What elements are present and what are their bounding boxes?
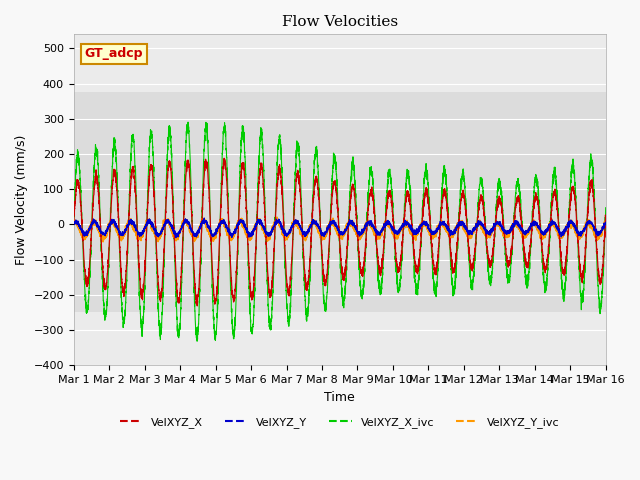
VelXYZ_X_ivc [508,255,515,261]
VelXYZ_Y [70,222,77,228]
Line: VelXYZ_X: VelXYZ_X [74,158,605,306]
VelXYZ_Y [273,219,281,225]
VelXYZ_X [467,266,475,272]
VelXYZ_Y [166,221,174,227]
VelXYZ_X_ivc [389,208,397,214]
VelXYZ_X [273,182,281,188]
VelXYZ_X_ivc [467,279,475,285]
VelXYZ_Y [200,215,208,221]
VelXYZ_Y_ivc [70,220,77,226]
VelXYZ_Y [389,226,397,232]
Title: Flow Velocities: Flow Velocities [282,15,398,29]
VelXYZ_X_ivc [602,205,609,211]
VelXYZ_X_ivc [273,162,281,168]
VelXYZ_X [193,303,201,309]
VelXYZ_Y_ivc [273,220,281,226]
VelXYZ_Y_ivc [467,234,475,240]
VelXYZ_X [166,162,174,168]
Y-axis label: Flow Velocity (mm/s): Flow Velocity (mm/s) [15,134,28,265]
Line: VelXYZ_X_ivc: VelXYZ_X_ivc [74,122,605,341]
VelXYZ_X_ivc [193,338,201,344]
VelXYZ_X_ivc [184,119,192,125]
X-axis label: Time: Time [324,391,355,404]
VelXYZ_Y [172,235,180,240]
VelXYZ_Y_ivc [166,224,174,230]
VelXYZ_X_ivc [70,215,77,221]
VelXYZ_Y_ivc [389,229,397,235]
VelXYZ_X [416,248,424,253]
VelXYZ_X_ivc [416,263,424,269]
VelXYZ_Y_ivc [416,225,424,230]
Bar [74,93,605,312]
VelXYZ_X [389,218,397,224]
VelXYZ_Y_ivc [99,239,107,245]
VelXYZ_X [602,216,609,221]
VelXYZ_X [70,218,77,224]
VelXYZ_Y_ivc [508,226,515,231]
VelXYZ_X_ivc [166,126,174,132]
VelXYZ_Y [602,220,609,226]
Line: VelXYZ_Y_ivc: VelXYZ_Y_ivc [74,217,605,242]
VelXYZ_Y_ivc [273,214,281,220]
VelXYZ_X [508,246,515,252]
Line: VelXYZ_Y: VelXYZ_Y [74,218,605,238]
VelXYZ_Y [416,225,424,231]
VelXYZ_X [220,156,228,161]
VelXYZ_Y [467,228,475,234]
VelXYZ_Y_ivc [602,222,609,228]
Legend: VelXYZ_X, VelXYZ_Y, VelXYZ_X_ivc, VelXYZ_Y_ivc: VelXYZ_X, VelXYZ_Y, VelXYZ_X_ivc, VelXYZ… [115,413,564,432]
VelXYZ_Y [508,226,515,231]
Text: GT_adcp: GT_adcp [84,48,143,60]
